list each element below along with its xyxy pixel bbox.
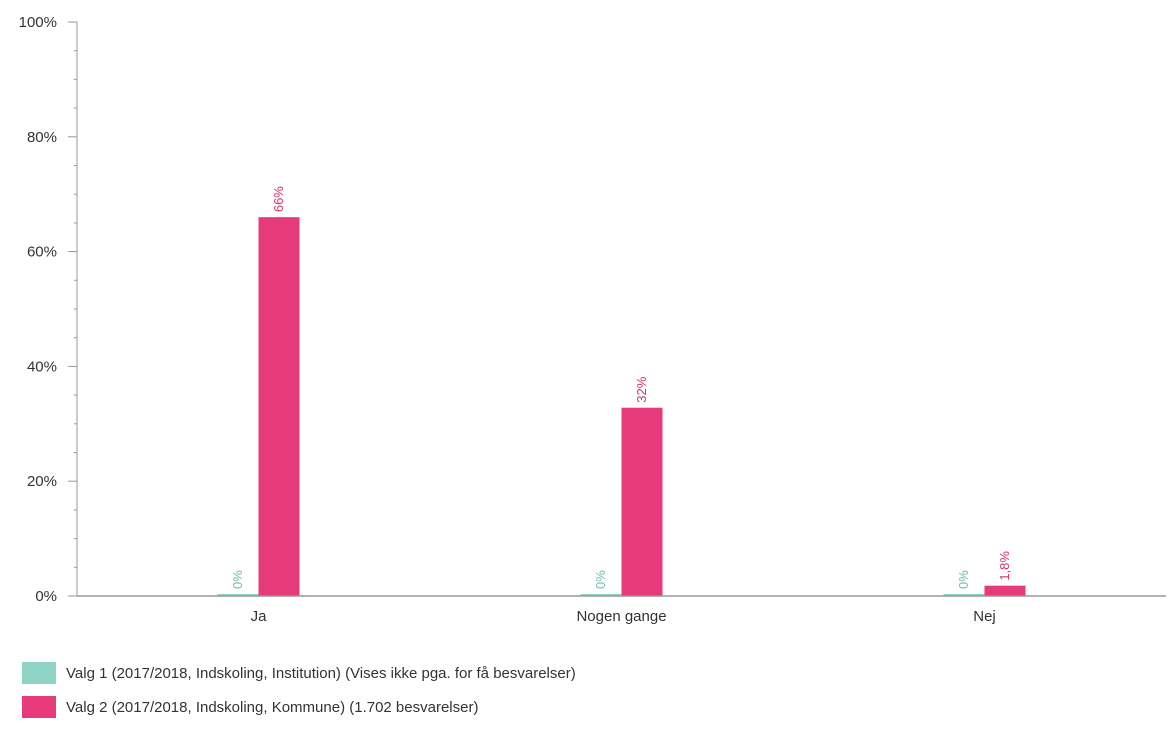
y-tick-label: 80%: [27, 129, 57, 146]
y-tick-label: 60%: [27, 244, 57, 261]
x-category-label: Nej: [973, 608, 996, 625]
x-category-label: Ja: [251, 608, 268, 625]
data-label-series-1-2: 0%: [956, 570, 971, 589]
legend: Valg 1 (2017/2018, Indskoling, Instituti…: [22, 662, 576, 730]
y-tick-label: 0%: [35, 588, 57, 605]
bar-series-2-0: [258, 217, 300, 596]
data-label-series-2-2: 1,8%: [997, 551, 1012, 581]
bar-series-2-2: [984, 585, 1026, 596]
bar-series-1-1: [580, 594, 622, 596]
bars: 0% 66% 0% 32% 0% 1,8%: [217, 186, 1026, 596]
bar-series-2-1: [621, 407, 663, 596]
legend-item-series-2[interactable]: Valg 2 (2017/2018, Indskoling, Kommune) …: [22, 696, 576, 718]
legend-item-series-1[interactable]: Valg 1 (2017/2018, Indskoling, Instituti…: [22, 662, 576, 684]
y-tick-label: 40%: [27, 358, 57, 375]
legend-label-series-1: Valg 1 (2017/2018, Indskoling, Instituti…: [66, 664, 576, 682]
legend-swatch-series-1: [22, 662, 56, 684]
data-label-series-1-1: 0%: [593, 570, 608, 589]
bar-series-1-2: [943, 594, 985, 596]
data-label-series-1-0: 0%: [230, 570, 245, 589]
data-label-series-2-1: 32%: [634, 376, 649, 402]
x-axis: Ja Nogen gange Nej: [77, 595, 1166, 625]
legend-label-series-2: Valg 2 (2017/2018, Indskoling, Kommune) …: [66, 698, 479, 716]
bar-series-1-0: [217, 594, 259, 596]
y-tick-label: 20%: [27, 473, 57, 490]
y-tick-label: 100%: [19, 14, 57, 31]
x-category-label: Nogen gange: [576, 608, 666, 625]
bar-chart: 0% 20% 40% 60% 80% 100% 0% 66% 0% 32% 0% 1,8% Ja No…: [19, 14, 1166, 625]
legend-swatch-series-2: [22, 696, 56, 718]
data-label-series-2-0: 66%: [271, 186, 286, 212]
y-axis: 0% 20% 40% 60% 80% 100%: [19, 14, 78, 605]
